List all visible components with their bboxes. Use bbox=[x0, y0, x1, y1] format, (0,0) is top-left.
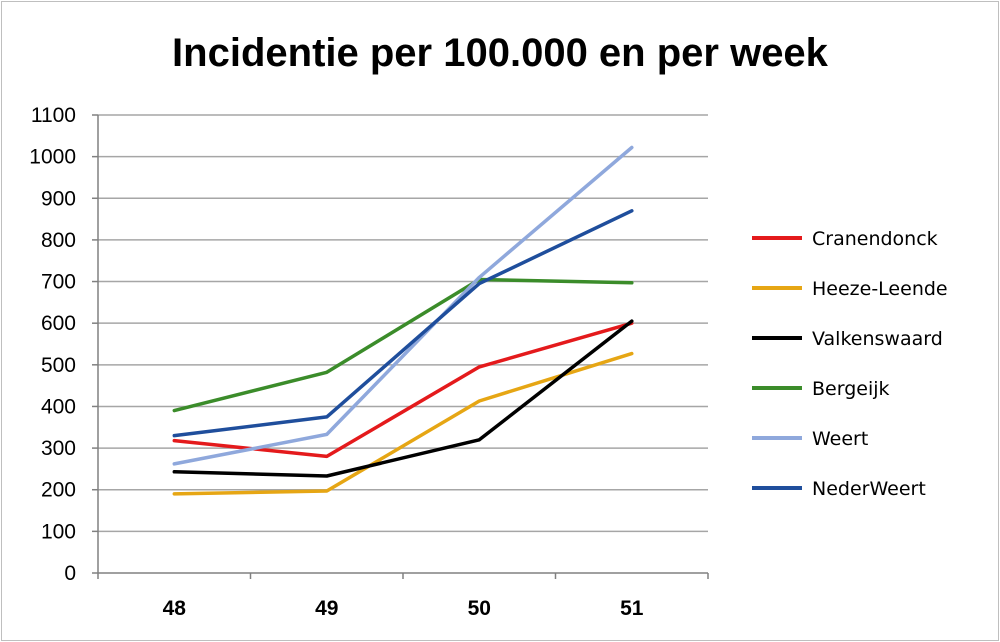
series-line-cranendonck bbox=[172, 321, 634, 459]
x-tick-label: 48 bbox=[163, 597, 187, 620]
series-lines bbox=[172, 145, 634, 496]
y-tick-labels: 0 100 200 300 400 500 600 700 800 900 1000 1100 bbox=[29, 104, 76, 585]
y-tick-label: 800 bbox=[41, 229, 76, 252]
legend-label: Heeze-Leende bbox=[812, 278, 948, 300]
y-tick-label: 1100 bbox=[31, 104, 76, 127]
x-tick-labels: 48 49 50 51 bbox=[163, 597, 644, 620]
series-line-bergeijk bbox=[172, 277, 634, 413]
gridlines bbox=[98, 114, 708, 533]
y-tick-label: 400 bbox=[41, 395, 76, 418]
x-tick-label: 49 bbox=[315, 597, 338, 620]
y-tick-label: 1000 bbox=[29, 146, 76, 169]
series-line-valkenswaard bbox=[172, 319, 634, 478]
axes bbox=[92, 114, 709, 579]
series-line-weert bbox=[172, 145, 634, 466]
series-line-heeze-leende bbox=[172, 351, 634, 496]
chart-title: Incidentie per 100.000 en per week bbox=[172, 31, 829, 75]
y-tick-label: 600 bbox=[41, 312, 76, 335]
legend-label: NederWeert bbox=[812, 478, 926, 500]
y-tick-label: 200 bbox=[41, 479, 76, 502]
legend-label: Weert bbox=[812, 428, 868, 450]
y-tick-label: 100 bbox=[41, 520, 76, 543]
y-tick-label: 500 bbox=[41, 354, 76, 377]
legend-label: Valkenswaard bbox=[812, 328, 943, 350]
y-tick-label: 900 bbox=[41, 187, 76, 210]
legend-label: Cranendonck bbox=[812, 228, 938, 250]
x-tick-label: 51 bbox=[620, 597, 644, 620]
legend-label: Bergeijk bbox=[812, 378, 890, 400]
x-tick-label: 50 bbox=[468, 597, 491, 620]
y-tick-label: 700 bbox=[41, 271, 76, 294]
legend: Cranendonck Heeze-Leende Valkenswaard Berge… bbox=[752, 228, 948, 500]
y-tick-label: 300 bbox=[41, 437, 76, 460]
y-tick-label: 0 bbox=[64, 562, 76, 585]
series-line-nederweert bbox=[172, 209, 634, 438]
